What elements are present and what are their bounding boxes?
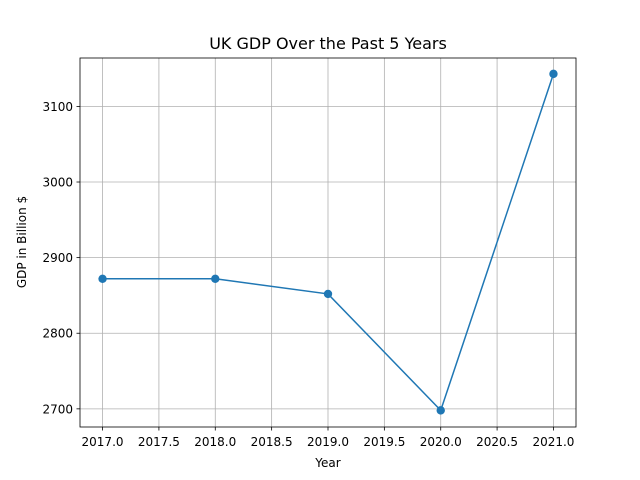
y-tick-label: 2900	[42, 251, 73, 265]
x-tick-label: 2018.0	[194, 435, 236, 449]
x-tick-label: 2021.0	[532, 435, 574, 449]
y-tick-label: 3000	[42, 176, 73, 190]
x-tick-label: 2019.0	[307, 435, 349, 449]
x-tick-label: 2020.0	[420, 435, 462, 449]
y-tick-label: 3100	[42, 100, 73, 114]
x-tick-label: 2019.5	[363, 435, 405, 449]
y-tick-label: 2700	[42, 402, 73, 416]
y-axis-label: GDP in Billion $	[15, 196, 29, 288]
data-point	[323, 289, 333, 299]
data-point	[98, 274, 107, 283]
data-point	[436, 406, 445, 415]
series-group	[98, 69, 558, 415]
y-axis-ticks: 2700 2800 2900 3000 3100	[42, 100, 80, 416]
data-point	[211, 274, 220, 283]
x-axis-ticks: 2017.0 2017.5 2018.0 2018.5 2019.0 2019.5 2020…	[82, 427, 574, 449]
x-axis-label: Year	[314, 456, 340, 470]
x-tick-label: 2018.5	[251, 435, 293, 449]
x-tick-label: 2017.5	[138, 435, 180, 449]
x-tick-label: 2020.5	[476, 435, 518, 449]
grid-lines	[80, 58, 576, 427]
x-tick-label: 2017.0	[82, 435, 124, 449]
data-point	[549, 69, 558, 79]
y-tick-label: 2800	[42, 327, 73, 341]
chart-title: UK GDP Over the Past 5 Years	[209, 34, 447, 53]
